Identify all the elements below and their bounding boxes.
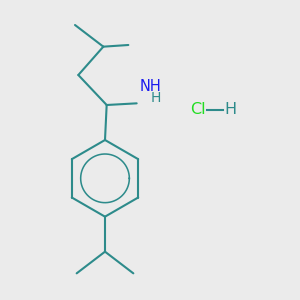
Text: Cl: Cl bbox=[190, 103, 206, 118]
Text: NH: NH bbox=[139, 79, 161, 94]
Text: H: H bbox=[224, 103, 236, 118]
Text: H: H bbox=[151, 91, 161, 105]
